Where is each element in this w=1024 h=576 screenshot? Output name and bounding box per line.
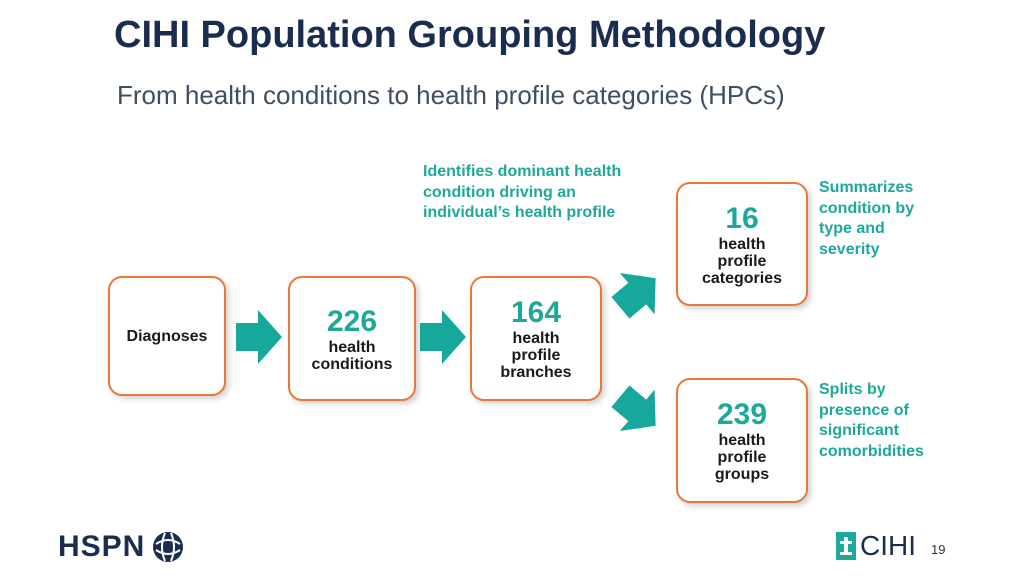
slide-subtitle: From health conditions to health profile… [117, 80, 785, 110]
branches-label-line: health [512, 330, 560, 347]
page-number: 19 [931, 542, 946, 557]
note-summarizes-line: severity [819, 240, 880, 258]
health-profile-categories-box: 16 health profile categories [676, 182, 808, 306]
arrow-up-right-icon [611, 272, 656, 319]
hspn-logo-text: HSPN [58, 530, 146, 563]
arrow-right-icon [236, 310, 282, 364]
note-summarizes: Summarizes condition by type and severit… [819, 178, 914, 260]
cihi-logo: CIHI [836, 530, 916, 562]
conditions-count: 226 [326, 304, 378, 338]
note-identifies-line: individual’s health profile [423, 204, 616, 221]
conditions-label-line: health [328, 338, 376, 356]
arrow-right-icon [420, 310, 466, 364]
diagnoses-label: Diagnoses [126, 327, 208, 345]
note-splits-line: Splits by [819, 381, 886, 398]
note-identifies: Identifies dominant health condition dri… [423, 162, 621, 224]
health-profile-groups-box: 239 health profile groups [676, 378, 808, 503]
note-splits-line: comorbidities [819, 442, 924, 460]
categories-label-line: health [718, 235, 766, 253]
globe-icon [153, 532, 184, 562]
groups-count: 239 [716, 398, 768, 431]
diagnoses-box: Diagnoses [108, 276, 226, 396]
note-splits-line: significant [819, 422, 900, 439]
branches-label-line: profile [511, 347, 561, 364]
note-summarizes-line: Summarizes [819, 179, 914, 196]
note-splits-line: presence of [819, 401, 909, 419]
branches-count: 164 [510, 296, 562, 329]
cihi-logo-text: CIHI [860, 530, 916, 561]
conditions-label-line: conditions [311, 355, 393, 373]
groups-label-line: groups [714, 466, 770, 483]
health-conditions-box: 226 health conditions [288, 276, 416, 401]
note-summarizes-line: condition by [819, 199, 915, 217]
note-identifies-line: Identifies dominant health [423, 163, 622, 180]
health-profile-branches-box: 164 health profile branches [470, 276, 602, 401]
note-summarizes-line: type and [819, 220, 885, 237]
categories-label-line: profile [717, 252, 767, 270]
slide-title: CIHI Population Grouping Methodology [114, 14, 826, 56]
branches-label-line: branches [500, 364, 572, 381]
cihi-emblem-icon [836, 532, 856, 560]
categories-count: 16 [725, 201, 759, 235]
groups-label-line: health [718, 432, 766, 449]
groups-label-line: profile [717, 449, 767, 466]
categories-label-line: categories [701, 269, 783, 287]
note-splits: Splits by presence of significant comorb… [819, 380, 924, 462]
hspn-logo: HSPN [58, 530, 185, 564]
arrow-down-right-icon [611, 385, 656, 432]
note-identifies-line: condition driving an [423, 183, 576, 201]
